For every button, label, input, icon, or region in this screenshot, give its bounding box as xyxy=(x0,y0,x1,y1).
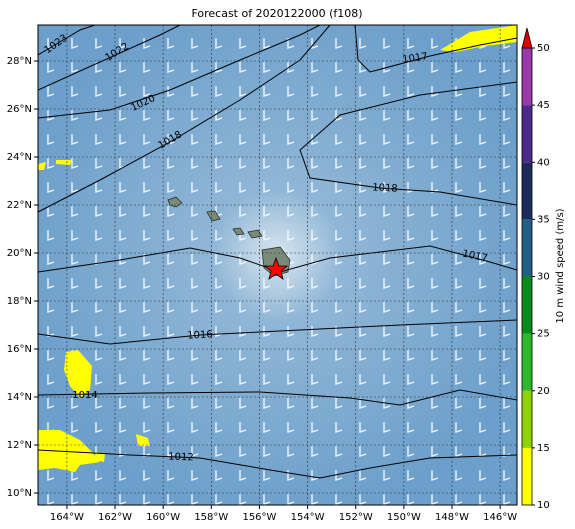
colorbar-extend xyxy=(521,27,533,49)
colorbar-tick-label: 50 xyxy=(537,43,550,54)
colorbar-segment xyxy=(522,333,532,391)
colorbar-tick-label: 20 xyxy=(537,386,550,397)
lat-label: 10°N xyxy=(7,488,32,499)
colorbar-tick-label: 30 xyxy=(537,272,550,283)
lon-label: 158°W xyxy=(194,512,228,523)
high-wind-areas xyxy=(38,25,517,472)
lat-label: 26°N xyxy=(7,104,32,115)
colorbar-tick-label: 25 xyxy=(537,329,550,340)
lon-label: 154°W xyxy=(291,512,325,523)
location-star xyxy=(263,256,289,280)
colorbar-tick-label: 35 xyxy=(537,214,550,225)
colorbar-segment xyxy=(522,105,532,163)
lat-label: 12°N xyxy=(7,440,32,451)
contour-label: 1018 xyxy=(372,182,398,194)
graticule xyxy=(38,25,517,505)
colorbar-segment xyxy=(522,162,532,220)
lon-label: 150°W xyxy=(387,512,421,523)
map-axes: 164°W 162°W 160°W 158°W 156°W 154°W 152°W 150°W… xyxy=(7,56,517,523)
colorbar-segment xyxy=(522,390,532,448)
contour-label: 1017 xyxy=(402,51,429,65)
contour-label: 1016 xyxy=(187,329,213,341)
colorbar-tick-label: 45 xyxy=(537,100,550,111)
lon-label: 148°W xyxy=(435,512,469,523)
map-frame xyxy=(37,24,518,506)
colorbar-tick-label: 15 xyxy=(537,443,550,454)
title: Forecast of 2020122000 (f108) xyxy=(191,7,362,20)
colorbar-segment xyxy=(522,219,532,277)
lat-label: 22°N xyxy=(7,200,32,211)
lon-label: 164°W xyxy=(50,512,84,523)
colorbar: 10 15 20 25 30 35 40 45 50 xyxy=(521,27,550,511)
contour-label: 1017 xyxy=(461,248,488,264)
lat-label: 20°N xyxy=(7,248,32,259)
lon-label: 160°W xyxy=(146,512,180,523)
lat-label: 28°N xyxy=(7,56,32,67)
lat-label: 24°N xyxy=(7,152,32,163)
colorbar-segment xyxy=(522,447,532,505)
lat-label: 18°N xyxy=(7,296,32,307)
colorbar-segment xyxy=(522,48,532,106)
colorbar-segment xyxy=(522,276,532,334)
colorbar-tick-label: 10 xyxy=(537,500,550,511)
contour-label: 1012 xyxy=(168,452,194,464)
lon-label: 146°W xyxy=(483,512,517,523)
contour-label: 1014 xyxy=(72,390,97,401)
lat-label: 14°N xyxy=(7,392,32,403)
lat-label: 16°N xyxy=(7,344,32,355)
lon-label: 156°W xyxy=(242,512,276,523)
colorbar-label: 10 m wind speed (m/s) xyxy=(555,208,566,323)
colorbar-tick-label: 40 xyxy=(537,157,550,168)
lon-label: 152°W xyxy=(339,512,373,523)
lon-label: 162°W xyxy=(98,512,132,523)
